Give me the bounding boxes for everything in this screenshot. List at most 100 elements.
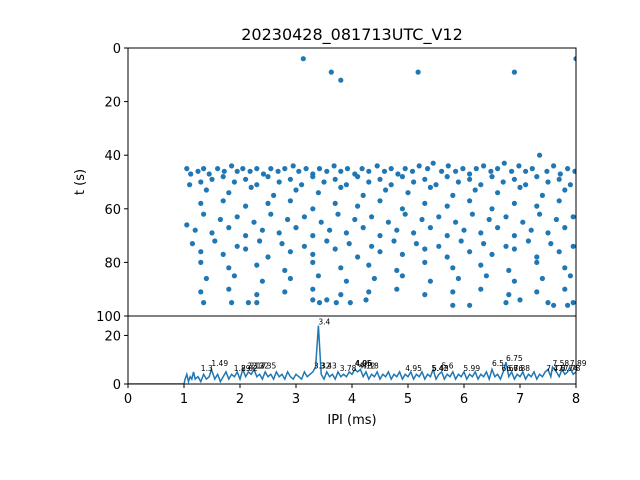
scatter-point [226,190,232,196]
scatter-point [562,225,568,231]
scatter-point [371,275,377,282]
bottom-x-ticks: 0 1 2 3 4 5 6 7 8 [124,384,580,407]
scatter-point [483,273,489,279]
peak-label: 4.05 [355,359,372,368]
scatter-point [310,206,316,212]
peak-label: 2.02 [241,364,258,373]
scatter-point [523,168,529,174]
scatter-point [394,267,400,273]
scatter-point [360,192,366,198]
peak-label: 2.22 [252,361,269,370]
histogram-frame [127,315,577,385]
scatter-point [316,300,323,306]
scatter-point [215,166,221,172]
scatter-point [310,233,316,239]
scatter-point [363,297,369,303]
scatter-point [385,219,391,225]
scatter-point [251,219,257,225]
scatter-point [486,216,492,223]
scatter-point [545,300,551,306]
scatter-panel: 0 20 40 60 80 100 t (s) [73,42,577,325]
scatter-point [310,286,316,292]
scatter-point [411,179,417,185]
scatter-point [436,214,442,220]
scatter-point [338,77,344,83]
scatter-point [517,184,523,190]
scatter-point [488,168,494,174]
scatter-point [221,168,227,174]
x-tick-label: 3 [292,392,300,407]
x-tick-label: 6 [460,392,468,407]
scatter-point [478,182,484,188]
scatter-point [343,230,349,236]
scatter-point [282,166,288,172]
x-tick-label: 1 [180,392,188,407]
peak-label: 4.18 [362,361,379,370]
scatter-point [220,198,226,204]
scatter-point [245,300,251,306]
scatter-point [562,187,568,193]
scatter-point [198,259,204,265]
scatter-point [315,273,321,279]
scatter-point [545,179,551,185]
scatter-point [310,297,316,303]
peak-label: 3.78 [340,364,357,373]
scatter-point [355,254,361,260]
scatter-point [279,241,285,247]
scatter-point [226,225,232,231]
scatter-point [187,182,193,188]
scatter-point [366,179,372,185]
scatter-point [276,230,282,236]
scatter-point [460,166,466,172]
scatter-point [254,182,260,188]
scatter-point [489,206,495,212]
peak-label: 2.35 [260,361,277,370]
scatter-point [562,265,568,271]
peak-label: 5.43 [432,364,449,373]
scatter-point [271,192,277,198]
scatter-point [217,216,223,223]
scatter-point [395,171,401,177]
scatter-point [481,241,487,247]
scatter-point [402,211,408,217]
peak-label: 2.17 [250,361,267,370]
scatter-point [444,254,450,260]
x-tick-label: 5 [404,392,412,407]
scatter-point [481,163,487,169]
scatter-point [188,171,194,177]
scatter-point [411,230,417,236]
scatter-point [544,168,550,174]
scatter-point [511,69,517,75]
scatter-point [366,289,372,295]
scatter-point [243,246,249,252]
scatter-point [254,300,260,306]
scatter-point [198,200,204,206]
scatter-point [355,174,361,180]
x-tick-label: 7 [516,392,524,407]
scatter-point [189,241,195,247]
scatter-point [430,160,436,166]
scatter-point [243,233,249,239]
scatter-point [419,216,425,223]
scatter-point [234,243,240,249]
scatter-point [427,184,433,190]
scatter-point [520,219,526,225]
scatter-point [243,176,249,182]
scatter-point [495,225,501,231]
scatter-point [425,166,431,172]
scatter-point [572,168,576,174]
scatter-point [570,214,576,220]
scatter-point [534,174,540,180]
scatter-point [545,230,551,236]
scatter-point [534,203,540,209]
scatter-point [369,243,375,249]
scatter-point [201,300,207,306]
scatter-point [276,179,282,185]
scatter-point [310,251,316,257]
scatter-point [394,286,400,292]
scatter-point [573,56,576,62]
scatter-point [231,179,237,185]
bottom-y-ticks: 0 20 [104,329,128,393]
scatter-point [422,176,428,182]
